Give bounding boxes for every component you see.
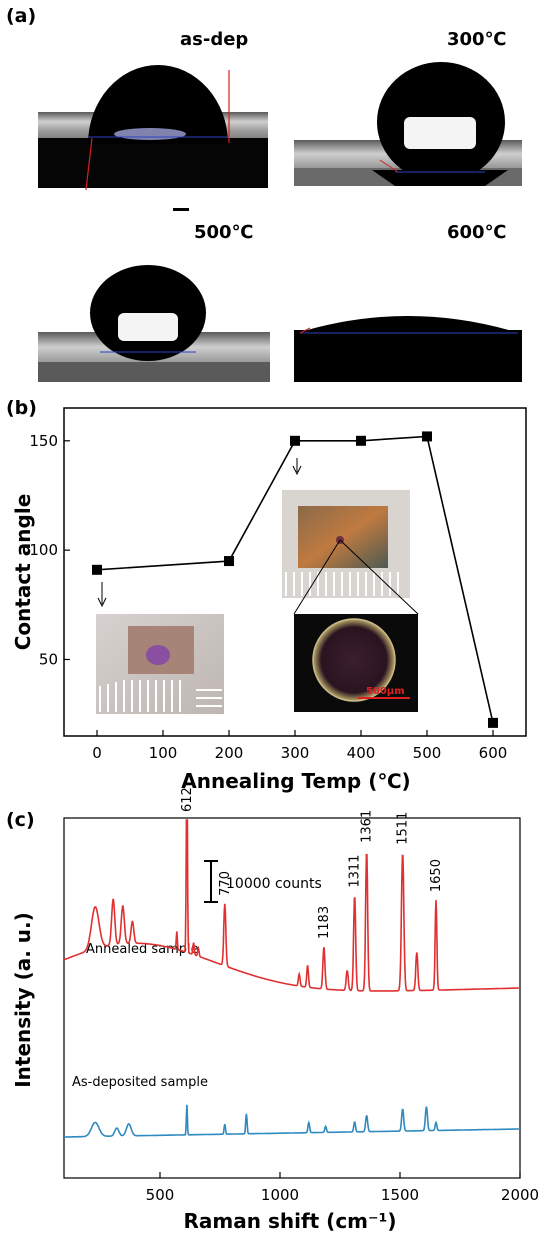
c-xtick-label-1: 1000 (261, 1186, 299, 1204)
raman-plot-frame (63, 817, 521, 1179)
b-ytick-label-0: 50 (39, 650, 58, 668)
peak-label-1511: 1511 (396, 812, 411, 845)
contact-angle-chart: 500μm Annealing Temp (℃) Contact angle 0… (11, 407, 527, 793)
contact-angle-point (290, 435, 300, 446)
asdeposited-label: As-deposited sample (72, 1075, 208, 1090)
droplet-label-300: 300℃ (447, 29, 506, 50)
b-xtick-label-4: 400 (347, 744, 376, 762)
scale-bar-a (173, 208, 189, 211)
inset-photo-as-dep (96, 614, 224, 714)
b-ylabel: Contact angle (11, 494, 35, 651)
inset-photo-300 (282, 490, 410, 598)
c-xtick-label-3: 2000 (501, 1186, 539, 1204)
c-ylabel: Intensity (a. u.) (11, 912, 35, 1088)
b-xtick-label-0: 0 (92, 744, 102, 762)
peak-label-1361: 1361 (360, 810, 375, 843)
arrow-head-300 (292, 465, 302, 476)
peak-label-1183: 1183 (317, 906, 332, 939)
contact-angle-point (488, 717, 498, 728)
asdeposited-spectrum (64, 1104, 520, 1138)
arrow-head-as-dep (97, 597, 107, 608)
scale-bar-label: 10000 counts (226, 876, 322, 892)
inset-micrograph: 500μm (294, 614, 418, 712)
b-xtick-label-6: 600 (479, 744, 508, 762)
b-ytick-label-2: 150 (29, 432, 58, 450)
droplet-image-as-dep (38, 65, 268, 191)
droplet-label-600: 600℃ (447, 222, 506, 243)
panel-label-a: (a) (6, 5, 36, 27)
b-xtick-label-1: 100 (149, 744, 178, 762)
b-xtick-label-3: 300 (281, 744, 310, 762)
raman-chart: 10000 counts Annealed sample As-deposite… (11, 787, 539, 1233)
contact-angle-line (96, 435, 494, 724)
contact-angle-point (422, 431, 432, 442)
inset-scale-label: 500μm (366, 686, 405, 697)
peak-label-1311: 1311 (348, 855, 363, 888)
contact-angle-point (356, 435, 366, 446)
contact-angle-point (224, 556, 234, 567)
peak-label-612: 612 (180, 787, 195, 812)
annealed-spectrum (63, 819, 520, 992)
annealed-label: Annealed sample (86, 942, 199, 957)
peak-label-1650: 1650 (429, 859, 444, 892)
c-xtick-label-2: 1500 (381, 1186, 419, 1204)
c-xlabel: Raman shift (cm⁻¹) (184, 1209, 397, 1233)
b-xtick-label-5: 500 (413, 744, 442, 762)
zoom-line-right (339, 539, 419, 615)
contact-angle-point (92, 564, 102, 575)
droplet-image-500 (38, 265, 270, 382)
zoom-line-left (293, 539, 341, 615)
panel-label-b: (b) (6, 397, 37, 419)
b-xlabel: Annealing Temp (℃) (181, 769, 410, 793)
b-ytick-label-1: 100 (29, 541, 58, 559)
b-xtick-label-2: 200 (215, 744, 244, 762)
c-xtick-label-0: 500 (146, 1186, 175, 1204)
droplet-image-600 (294, 316, 522, 382)
droplet-label-500: 500℃ (194, 222, 253, 243)
peak-label-770: 770 (218, 871, 233, 896)
droplet-label-as-dep: as-dep (180, 29, 248, 50)
droplet-image-300 (294, 62, 522, 186)
panel-label-c: (c) (6, 809, 35, 831)
